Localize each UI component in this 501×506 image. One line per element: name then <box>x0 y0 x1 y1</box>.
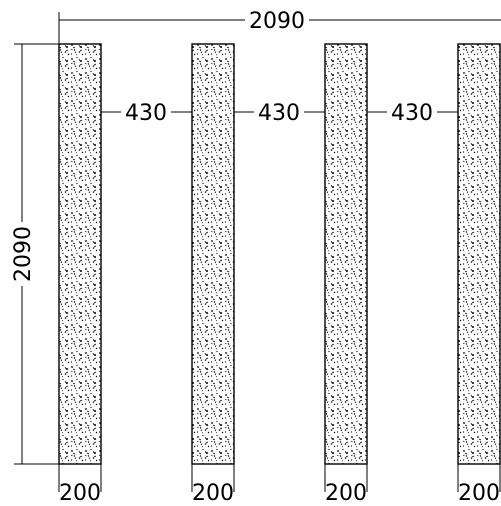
overall-height-dimension <box>14 43 59 465</box>
post-width-label-2: 200 <box>192 481 234 506</box>
post-width-label-3: 200 <box>325 481 367 506</box>
overall-width-label: 2090 <box>249 9 305 34</box>
post-width-ticks <box>58 464 501 492</box>
post-4 <box>457 43 501 465</box>
post-width-label-4: 200 <box>458 481 500 506</box>
post-1 <box>58 43 102 465</box>
post-3 <box>324 43 368 465</box>
overall-width-dimension <box>58 12 501 44</box>
gap-label-2: 430 <box>258 101 300 126</box>
post-2 <box>191 43 235 465</box>
gap-label-3: 430 <box>391 101 433 126</box>
overall-height-label: 2090 <box>11 226 36 282</box>
gap-label-1: 430 <box>125 101 167 126</box>
post-width-label-1: 200 <box>59 481 101 506</box>
